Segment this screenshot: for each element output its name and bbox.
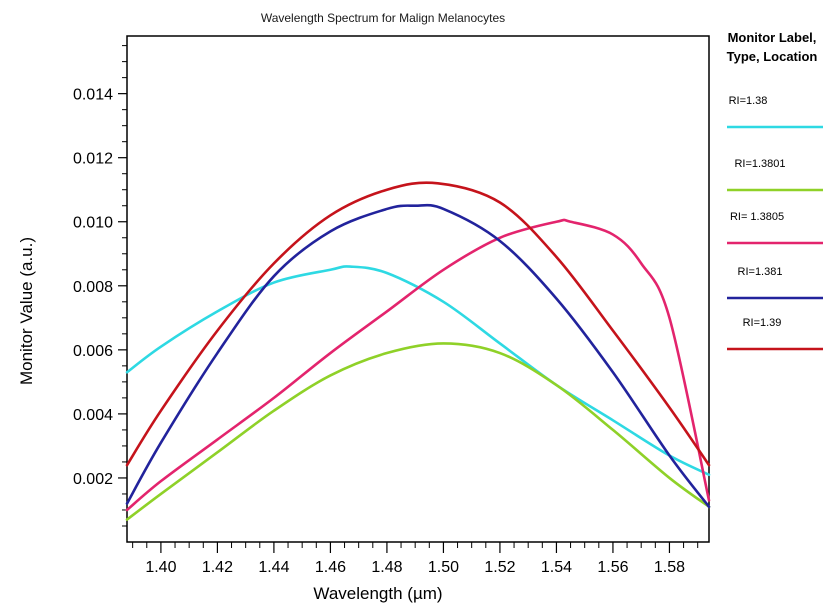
y-tick-label: 0.008	[73, 279, 113, 296]
legend-label: RI=1.381	[738, 266, 783, 278]
x-tick-label: 1.52	[484, 559, 515, 576]
plot-area: 0.002 0.004 0.006 0.008 0.010 0.012 0.014 1.40 1…	[73, 35, 711, 576]
legend-title-line-2: Type, Location	[727, 49, 818, 64]
y-tick-label: 0.002	[73, 471, 113, 488]
legend-label: RI=1.38	[729, 95, 768, 107]
series-line-ri-1-381	[125, 203, 711, 509]
series-line-ri-1-39	[125, 181, 711, 467]
y-tick-label: 0.010	[73, 215, 113, 232]
y-tick-label: 0.012	[73, 151, 113, 168]
x-tick-label: 1.58	[654, 559, 685, 576]
y-tick-label: 0.004	[73, 407, 113, 424]
legend-label: RI= 1.3805	[730, 211, 784, 223]
x-axis-title: Wavelength (µm)	[313, 584, 442, 603]
x-tick-label: 1.54	[541, 559, 572, 576]
plot-frame	[126, 35, 710, 543]
series-line-ri-1-3801	[125, 342, 711, 521]
x-tick-label: 1.46	[315, 559, 346, 576]
series-line-ri-1-38	[125, 265, 711, 477]
chart-title: Wavelength Spectrum for Malign Melanocyt…	[261, 11, 505, 25]
y-axis-title: Monitor Value (a.u.)	[17, 237, 36, 385]
series-line-ri-1-3805	[125, 218, 711, 512]
x-tick-label: 1.48	[371, 559, 402, 576]
x-tick-label: 1.40	[145, 559, 176, 576]
x-tick-label: 1.56	[597, 559, 628, 576]
legend: RI=1.38 RI=1.3801 RI= 1.3805 RI=1.381 RI=1.3…	[727, 95, 823, 351]
x-tick-label: 1.44	[258, 559, 289, 576]
y-tick-label: 0.014	[73, 87, 113, 104]
legend-label: RI=1.3801	[734, 158, 785, 170]
legend-title-line-1: Monitor Label,	[728, 30, 817, 45]
x-tick-label: 1.42	[202, 559, 233, 576]
y-tick-label: 0.006	[73, 343, 113, 360]
legend-label: RI=1.39	[743, 317, 782, 329]
x-tick-label: 1.50	[428, 559, 459, 576]
